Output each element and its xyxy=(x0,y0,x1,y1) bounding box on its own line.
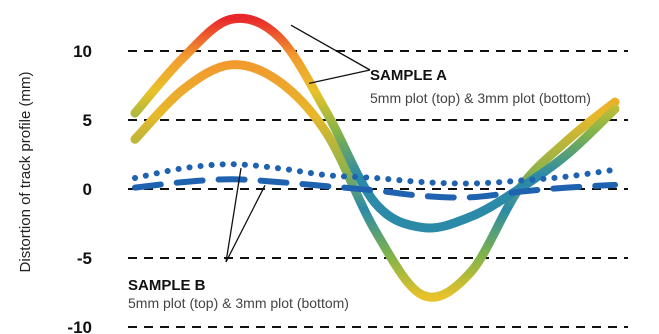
annotation-sample-b: SAMPLE B 5mm plot (top) & 3mm plot (bott… xyxy=(128,277,349,311)
series-sample-b-5mm xyxy=(132,161,618,187)
y-tick-label: 10 xyxy=(73,42,92,61)
leader-sample-b-0 xyxy=(225,168,242,263)
y-tick-label: -5 xyxy=(77,249,92,268)
series-lines xyxy=(130,13,620,302)
y-tick-labels: -10 -5 0 5 10 xyxy=(67,42,92,334)
annotation-sample-a-title: SAMPLE A xyxy=(370,67,447,84)
leader-sample-b-1 xyxy=(225,185,266,263)
y-tick-label: -10 xyxy=(67,318,92,334)
series-sample-a-5mm xyxy=(130,13,620,233)
series-sample-b-3mm xyxy=(132,176,618,201)
y-axis-label: Distortion of track profile (mm) xyxy=(17,72,34,273)
annotation-leaders xyxy=(225,24,371,263)
annotation-sample-a: SAMPLE A 5mm plot (top) & 3mm plot (bott… xyxy=(370,67,591,106)
y-tick-label: 5 xyxy=(83,111,92,130)
annotation-sample-b-subtitle: 5mm plot (top) & 3mm plot (bottom) xyxy=(128,295,349,311)
y-tick-label: 0 xyxy=(83,180,92,199)
annotation-sample-a-subtitle: 5mm plot (top) & 3mm plot (bottom) xyxy=(370,90,591,106)
annotation-sample-b-title: SAMPLE B xyxy=(128,277,206,294)
grid-lines xyxy=(128,50,628,328)
leader-sample-a-0 xyxy=(290,24,371,71)
leader-sample-a-1 xyxy=(308,69,371,84)
